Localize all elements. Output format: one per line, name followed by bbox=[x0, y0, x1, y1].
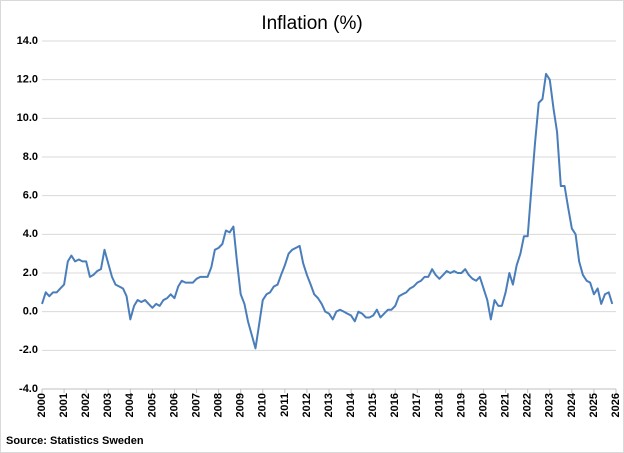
x-tick-label: 2019 bbox=[455, 393, 467, 417]
x-tick-label: 2018 bbox=[433, 393, 445, 417]
y-tick-label: 12.0 bbox=[17, 74, 38, 86]
x-tick-label: 2012 bbox=[301, 393, 313, 417]
x-tick-label: 2009 bbox=[235, 393, 247, 417]
x-tick-label: 2014 bbox=[345, 392, 357, 417]
y-tick-label: -2.0 bbox=[19, 344, 38, 356]
y-tick-label: 0.0 bbox=[23, 306, 38, 318]
x-tick-label: 2003 bbox=[102, 393, 114, 417]
x-tick-label: 2005 bbox=[146, 393, 158, 417]
x-tick-label: 2006 bbox=[168, 393, 180, 417]
y-tick-label: 14.0 bbox=[17, 35, 38, 47]
x-tick-label: 2008 bbox=[213, 393, 225, 417]
x-tick-label: 2023 bbox=[544, 393, 556, 417]
x-tick-label: 2013 bbox=[323, 393, 335, 417]
y-tick-label: 2.0 bbox=[23, 267, 38, 279]
x-tick-label: 2004 bbox=[124, 392, 136, 417]
x-tick-label: 2024 bbox=[566, 392, 578, 417]
x-tick-label: 2016 bbox=[389, 393, 401, 417]
y-tick-label: 4.0 bbox=[23, 228, 38, 240]
x-tick-label: 2026 bbox=[610, 393, 622, 417]
y-tick-label: 10.0 bbox=[17, 112, 38, 124]
source-note: Source: Statistics Sweden bbox=[6, 435, 144, 447]
y-tick-label: 6.0 bbox=[23, 190, 38, 202]
chart-title: Inflation (%) bbox=[261, 13, 362, 34]
x-tick-label: 2001 bbox=[58, 393, 70, 417]
y-tick-label: -4.0 bbox=[19, 383, 38, 395]
x-tick-label: 2015 bbox=[367, 393, 379, 417]
x-tick-label: 2002 bbox=[80, 393, 92, 417]
x-tick-label: 2017 bbox=[411, 393, 423, 417]
x-tick-label: 2021 bbox=[500, 393, 512, 417]
x-tick-label: 2020 bbox=[477, 393, 489, 417]
x-tick-label: 2022 bbox=[522, 393, 534, 417]
y-tick-label: 8.0 bbox=[23, 151, 38, 163]
x-tick-label: 2010 bbox=[257, 393, 269, 417]
x-tick-label: 2007 bbox=[190, 393, 202, 417]
x-tick-label: 2000 bbox=[36, 393, 48, 417]
series-line bbox=[41, 72, 614, 350]
x-tick-label: 2025 bbox=[588, 393, 600, 417]
x-tick-label: 2011 bbox=[279, 393, 291, 417]
